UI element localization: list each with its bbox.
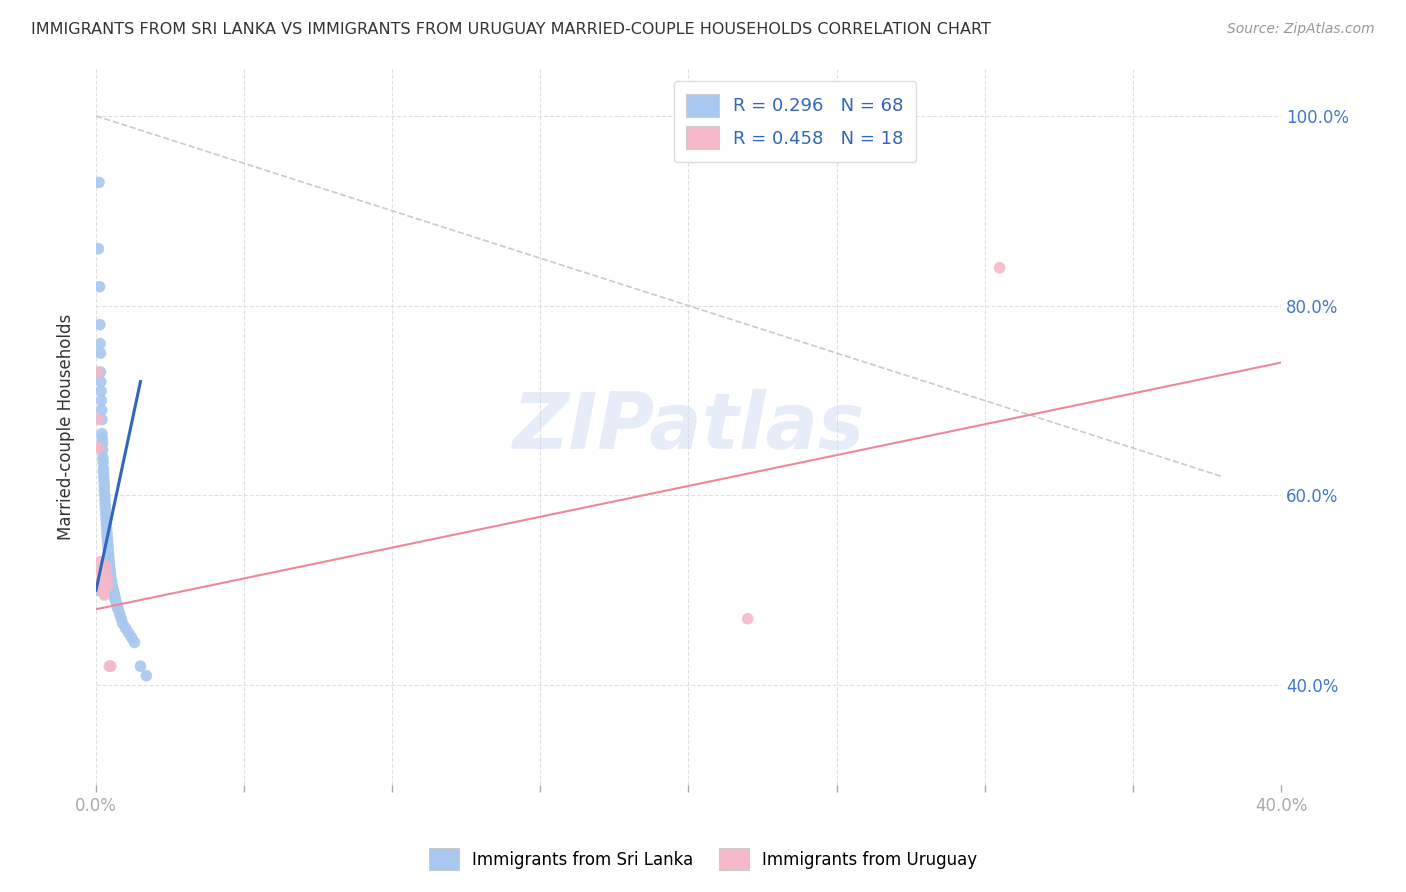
Point <box>89 346 111 360</box>
Point <box>91 412 114 426</box>
Point <box>97 538 120 552</box>
Point <box>89 555 111 569</box>
Point <box>86 365 108 379</box>
Point <box>103 588 125 602</box>
Point <box>94 488 117 502</box>
Text: IMMIGRANTS FROM SRI LANKA VS IMMIGRANTS FROM URUGUAY MARRIED-COUPLE HOUSEHOLDS C: IMMIGRANTS FROM SRI LANKA VS IMMIGRANTS … <box>31 22 991 37</box>
Point <box>101 579 124 593</box>
Point <box>117 626 139 640</box>
Point <box>93 588 115 602</box>
Point <box>87 175 110 189</box>
Point <box>103 583 125 598</box>
Point <box>98 659 121 673</box>
Point <box>96 516 118 531</box>
Point <box>98 553 121 567</box>
Point <box>93 479 115 493</box>
Point <box>87 412 110 426</box>
Point <box>97 533 120 548</box>
Point <box>100 568 122 582</box>
Point <box>98 560 121 574</box>
Point <box>101 582 124 596</box>
Point <box>100 574 122 588</box>
Point <box>104 592 127 607</box>
Point <box>94 508 117 522</box>
Point <box>91 450 114 465</box>
Point <box>97 541 120 556</box>
Point <box>91 578 114 592</box>
Point <box>90 375 112 389</box>
Point <box>87 242 110 256</box>
Point <box>94 493 117 508</box>
Point <box>110 612 132 626</box>
Point <box>90 574 112 588</box>
Point <box>93 469 115 483</box>
Point <box>93 585 115 599</box>
Point <box>111 616 134 631</box>
Point <box>91 583 114 598</box>
Point <box>737 612 759 626</box>
Point <box>104 591 127 605</box>
Point <box>86 583 108 598</box>
Point <box>97 545 120 559</box>
Point <box>96 526 118 541</box>
Point <box>105 600 128 615</box>
Point <box>97 549 120 563</box>
Y-axis label: Married-couple Households: Married-couple Households <box>58 313 75 540</box>
Point <box>91 442 114 457</box>
Point <box>96 530 118 544</box>
Point <box>94 512 117 526</box>
Point <box>93 462 115 476</box>
Point <box>96 569 118 583</box>
Point <box>90 403 112 417</box>
Text: ZIPatlas: ZIPatlas <box>512 389 865 465</box>
Point <box>94 574 117 588</box>
Point <box>89 564 111 578</box>
Point <box>98 557 121 571</box>
Legend: R = 0.296   N = 68, R = 0.458   N = 18: R = 0.296 N = 68, R = 0.458 N = 18 <box>673 81 917 161</box>
Point <box>100 572 122 586</box>
Point <box>90 384 112 398</box>
Point <box>94 498 117 512</box>
Point <box>97 578 120 592</box>
Point <box>103 585 125 599</box>
Point <box>98 564 121 578</box>
Point <box>93 474 115 488</box>
Point <box>94 502 117 516</box>
Point <box>129 659 152 673</box>
Point <box>105 598 128 612</box>
Point <box>100 659 122 673</box>
Point <box>90 393 112 408</box>
Point <box>89 336 111 351</box>
Point <box>91 436 114 450</box>
Point <box>93 465 115 479</box>
Point <box>988 260 1011 275</box>
Point <box>107 602 129 616</box>
Legend: Immigrants from Sri Lanka, Immigrants from Uruguay: Immigrants from Sri Lanka, Immigrants fr… <box>422 842 984 877</box>
Point <box>96 559 118 574</box>
Point <box>91 432 114 446</box>
Point <box>91 455 114 469</box>
Point <box>87 441 110 455</box>
Point <box>89 279 111 293</box>
Point <box>124 635 146 649</box>
Point <box>96 522 118 536</box>
Point <box>93 483 115 498</box>
Text: Source: ZipAtlas.com: Source: ZipAtlas.com <box>1227 22 1375 37</box>
Point <box>100 575 122 590</box>
Point <box>104 595 127 609</box>
Point <box>114 621 136 635</box>
Point <box>108 607 131 621</box>
Point <box>121 631 143 645</box>
Point <box>89 318 111 332</box>
Point <box>91 426 114 441</box>
Point <box>89 365 111 379</box>
Point <box>135 668 157 682</box>
